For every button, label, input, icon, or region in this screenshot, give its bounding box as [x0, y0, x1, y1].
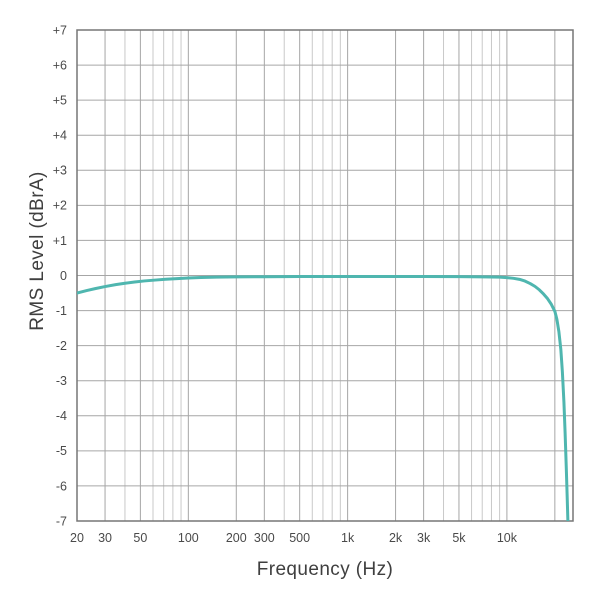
- plot-frame: [76, 29, 574, 522]
- y-tick-label: +4: [53, 129, 67, 143]
- y-tick-label: -7: [56, 514, 67, 528]
- y-tick-label: -5: [56, 444, 67, 458]
- y-tick-label: +2: [53, 199, 67, 213]
- y-tick-label: -4: [56, 409, 67, 423]
- x-tick-label: 5k: [452, 531, 466, 545]
- y-tick-label: +3: [53, 164, 67, 178]
- x-tick-label: 3k: [417, 531, 431, 545]
- x-tick-label: 1k: [341, 531, 355, 545]
- y-tick-label: +6: [53, 58, 67, 72]
- y-tick-label: +5: [53, 94, 67, 108]
- x-tick-label: 30: [98, 531, 112, 545]
- x-tick-label: 100: [178, 531, 199, 545]
- y-tick-label: -6: [56, 479, 67, 493]
- x-tick-label: 500: [289, 531, 310, 545]
- y-axis-title: RMS Level (dBrA): [27, 171, 48, 331]
- y-tick-label: -2: [56, 339, 67, 353]
- response-curve: [77, 275, 570, 521]
- y-tick-label: -3: [56, 374, 67, 388]
- x-tick-label: 200: [226, 531, 247, 545]
- y-tick-label: +7: [53, 23, 67, 37]
- y-tick-label: 0: [60, 269, 67, 283]
- x-tick-label: 50: [133, 531, 147, 545]
- x-tick-label: 300: [254, 531, 275, 545]
- y-tick-label: -1: [56, 304, 67, 318]
- x-tick-label: 2k: [389, 531, 403, 545]
- x-tick-label: 20: [70, 531, 84, 545]
- y-tick-label: +1: [53, 234, 67, 248]
- x-axis-title: Frequency (Hz): [256, 559, 394, 580]
- x-tick-label: 10k: [497, 531, 518, 545]
